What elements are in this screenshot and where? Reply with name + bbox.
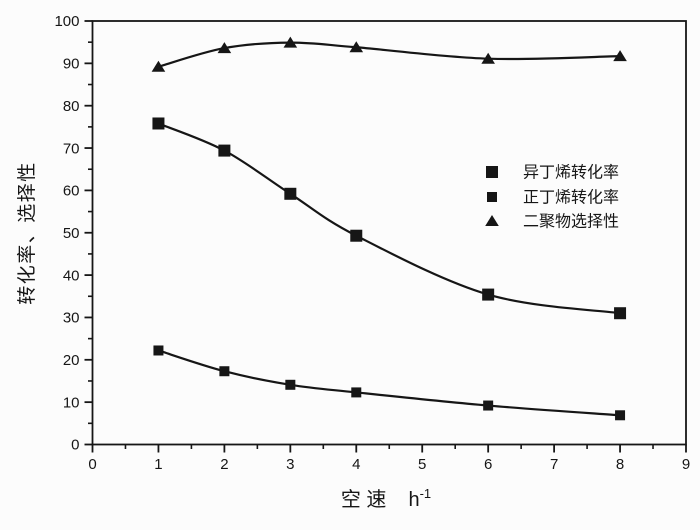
data-point-marker [615,410,626,421]
legend-label: 二聚物选择性 [523,213,619,231]
x-tick-label: 2 [220,456,228,473]
data-point-marker [152,117,165,130]
data-point-marker [153,345,164,356]
data-point-marker [151,60,166,72]
legend-marker-square-small [487,192,497,202]
y-tick-label: 90 [63,56,80,73]
y-axis: 0 10 20 30 40 50 60 70 80 90 100 [54,13,93,454]
data-point-marker [349,41,364,53]
data-point-marker [283,36,298,48]
x-tick-label: 1 [154,456,162,473]
y-tick-label: 0 [71,437,79,454]
data-point-marker [613,50,627,62]
data-point-marker [218,144,231,157]
data-point-marker [481,52,495,64]
x-tick-label: 0 [88,456,96,473]
x-axis: 0 1 2 3 4 5 6 7 8 9 [88,444,690,473]
y-tick-label: 80 [63,98,80,115]
y-axis-label: 转化率、选择性 [16,161,38,305]
data-point-marker [285,379,296,390]
plot-border [91,20,687,446]
y-tick-label: 70 [63,140,80,157]
x-tick-label: 7 [550,456,558,473]
x-axis-label: 空 速 h-1 [341,486,431,511]
x-tick-label: 9 [682,456,690,473]
series-2 [151,36,627,72]
y-tick-label: 100 [54,13,79,30]
x-tick-label: 8 [616,456,624,473]
data-point-marker [614,307,627,320]
y-tick-label: 20 [63,352,80,369]
legend-label: 正丁烯转化率 [523,189,619,207]
data-point-marker [284,187,297,200]
legend-item: 异丁烯转化率 [486,164,619,182]
y-tick-label: 50 [63,225,80,242]
legend-item: 二聚物选择性 [485,213,619,231]
data-point-marker [217,42,232,54]
legend-item: 正丁烯转化率 [487,189,619,207]
series-line-2 [157,41,622,68]
data-point-marker [482,288,495,301]
data-point-marker [219,366,230,377]
x-tick-label: 3 [286,456,294,473]
x-tick-label: 5 [418,456,426,473]
x-tick-label: 4 [352,456,360,473]
data-point-marker [483,400,494,411]
x-tick-label: 6 [484,456,492,473]
series-1 [153,345,626,421]
y-tick-label: 30 [63,310,80,327]
legend-label: 异丁烯转化率 [523,164,619,182]
series-0 [152,117,627,320]
legend-marker-triangle [485,215,499,226]
series-line-1 [157,349,622,417]
data-point-marker [350,229,363,242]
data-point-marker [351,387,362,398]
y-tick-label: 60 [63,183,80,200]
y-tick-label: 40 [63,267,80,284]
y-tick-label: 10 [63,394,80,411]
legend-marker-square-large [486,166,498,178]
